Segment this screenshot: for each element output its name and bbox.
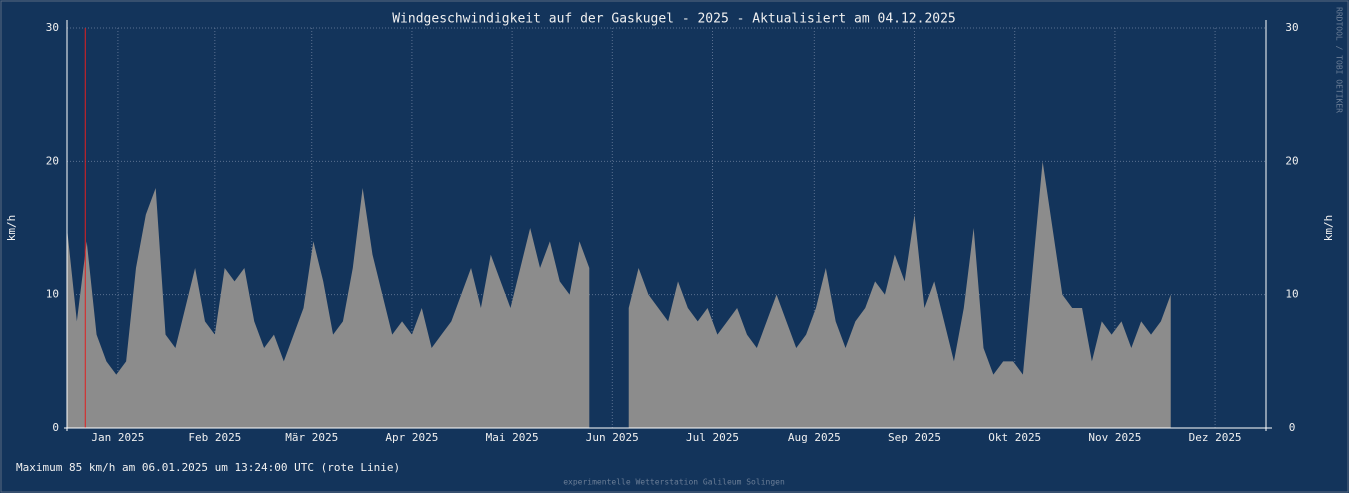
x-tick-label: Sep 2025 <box>888 431 941 444</box>
y2-tick-label: 0 <box>1289 421 1296 434</box>
x-tick-label: Mär 2025 <box>285 431 338 444</box>
side-text: RRDTOOL / TOBI OETIKER <box>1335 7 1344 113</box>
x-tick-label: Jan 2025 <box>91 431 144 444</box>
x-tick-label: Aug 2025 <box>788 431 841 444</box>
area <box>67 161 1171 429</box>
y2-tick-label: 20 <box>1285 154 1298 167</box>
x-tick-label: Jul 2025 <box>686 431 739 444</box>
footer: experimentelle Wetterstation Galileum So… <box>563 478 785 487</box>
x-tick-label: Feb 2025 <box>188 431 241 444</box>
x-tick-label: Jun 2025 <box>586 431 639 444</box>
y2-axis-label: km/h <box>1322 215 1335 242</box>
x-tick-label: Apr 2025 <box>385 431 438 444</box>
y2-tick-label: 30 <box>1285 21 1298 34</box>
y-tick-label: 0 <box>52 421 59 434</box>
y-tick-label: 30 <box>46 21 59 34</box>
y-tick-label: 10 <box>46 288 59 301</box>
y-tick-label: 20 <box>46 154 59 167</box>
x-tick-label: Okt 2025 <box>988 431 1041 444</box>
x-tick-label: Nov 2025 <box>1088 431 1141 444</box>
x-tick-label: Dez 2025 <box>1189 431 1242 444</box>
x-tick-label: Mai 2025 <box>486 431 539 444</box>
chart-title: Windgeschwindigkeit auf der Gaskugel - 2… <box>392 12 956 27</box>
annotation: Maximum 85 km/h am 06.01.2025 um 13:24:0… <box>16 461 400 474</box>
y2-tick-label: 10 <box>1285 288 1298 301</box>
y-axis-label: km/h <box>5 215 18 242</box>
